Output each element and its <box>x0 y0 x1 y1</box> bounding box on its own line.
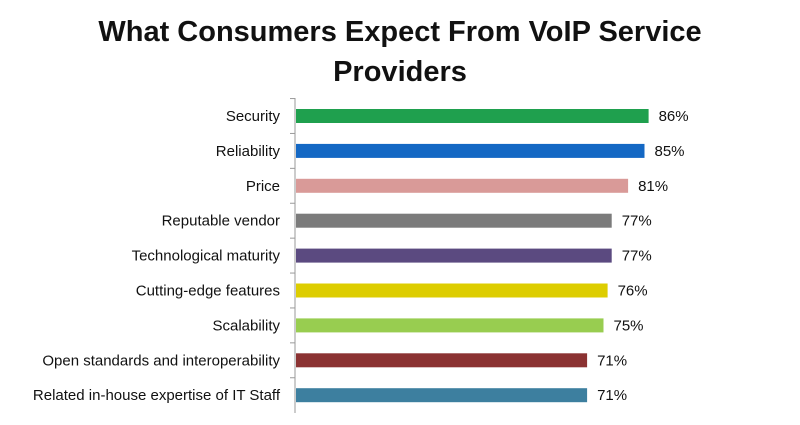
bar-related-in-house-expertise-of-it-staff <box>296 388 588 403</box>
category-label: Related in-house expertise of IT Staff <box>33 387 281 404</box>
value-label: 77% <box>622 213 652 230</box>
value-label: 71% <box>597 352 627 369</box>
bar-reliability <box>296 143 645 158</box>
chart-title: What Consumers Expect From VoIP Service … <box>98 16 702 88</box>
value-label: 81% <box>638 178 668 195</box>
value-label: 86% <box>659 108 689 125</box>
value-label: 71% <box>597 387 627 404</box>
bar-reputable-vendor <box>296 213 612 228</box>
bar-open-standards-and-interoperability <box>296 353 588 368</box>
bar-security <box>296 109 649 123</box>
category-label: Price <box>246 178 280 195</box>
value-label: 77% <box>622 248 652 265</box>
value-label: 85% <box>655 143 685 160</box>
category-label: Cutting-edge features <box>136 283 280 300</box>
category-label: Technological maturity <box>132 248 281 265</box>
category-label: Reliability <box>216 143 281 160</box>
bar-scalability <box>296 318 604 333</box>
category-label: Open standards and interoperability <box>42 352 280 369</box>
value-label: 76% <box>618 283 648 300</box>
category-label: Scalability <box>212 317 280 334</box>
category-label: Security <box>226 108 281 125</box>
value-label: 75% <box>614 317 644 334</box>
bar-price <box>296 178 629 193</box>
bar-technological-maturity <box>296 248 612 263</box>
bar-cutting-edge-features <box>296 283 608 298</box>
category-label: Reputable vendor <box>162 213 280 230</box>
